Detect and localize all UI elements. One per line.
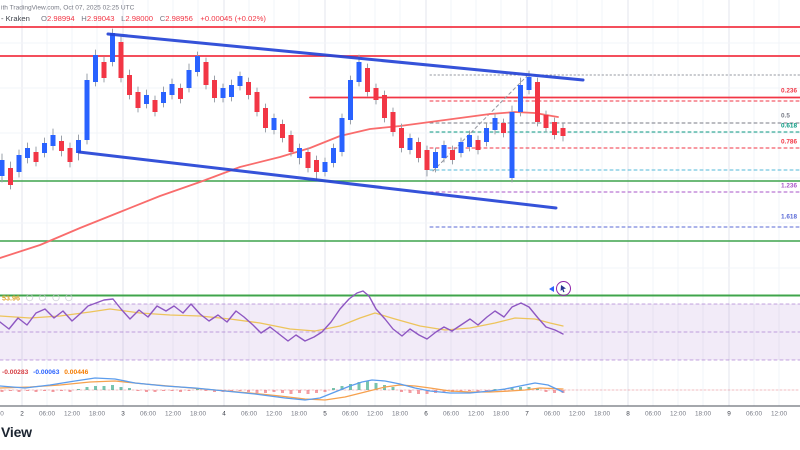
x-axis-label: 18:00: [88, 409, 106, 418]
x-axis-label: 3: [121, 409, 125, 418]
x-axis-label: 2: [20, 409, 24, 418]
change-value: +0.00045 (+0.02%): [200, 14, 266, 23]
x-axis-label: 06:00: [644, 409, 662, 418]
cursor-pointer-icon: [549, 286, 554, 292]
x-axis-label: 7: [525, 409, 529, 418]
x-axis-label: 12:00: [164, 409, 182, 418]
x-axis-label: 5: [323, 409, 327, 418]
indicator-toolbar-icon[interactable]: [52, 294, 60, 302]
indicator-toolbar-icon[interactable]: [65, 294, 73, 302]
x-axis-label: 12:00: [63, 409, 81, 418]
x-axis-label: 12:00: [265, 409, 283, 418]
drawing-cursor-icon[interactable]: [556, 281, 571, 296]
x-axis-label: 6: [424, 409, 428, 418]
x-axis-label: 06:00: [38, 409, 56, 418]
cursor-arrow-glyph: [560, 285, 566, 293]
low-value: 2.98000: [125, 14, 154, 23]
publish-attribution: ith TradingView.com, Oct 07, 2025 02:25 …: [1, 4, 135, 12]
high-label: H: [81, 14, 87, 23]
x-axis-label: 18:00: [189, 409, 207, 418]
low-label: L: [121, 14, 126, 23]
rsi-status-row: 53.96: [2, 294, 73, 302]
x-axis-label: 12:00: [366, 409, 384, 418]
x-axis-label: 18:00: [694, 409, 712, 418]
x-axis-label: 18:00: [593, 409, 611, 418]
x-axis-label: 06:00: [543, 409, 561, 418]
x-axis-label: 18:00: [492, 409, 510, 418]
x-axis-label: 12:00: [669, 409, 687, 418]
fib-level-label: 0.618: [781, 122, 798, 130]
x-axis-label: 4: [222, 409, 226, 418]
macd-signal-value: 0.00446: [64, 368, 89, 376]
x-axis-label: 06:00: [240, 409, 258, 418]
high-value: 2.99043: [86, 14, 115, 23]
tradingview-logo[interactable]: View: [1, 424, 32, 440]
close-value: 2.98956: [165, 14, 193, 23]
x-axis-label: 06:00: [745, 409, 763, 418]
fib-level-label: 0.786: [781, 138, 798, 146]
macd-status-row: -0.00283 -0.00063 0.00446: [2, 368, 88, 375]
symbol-label[interactable]: - Kraken: [1, 14, 30, 23]
indicator-toolbar-icon[interactable]: [39, 294, 47, 302]
symbol-ohlc-row: - Kraken O2.98994 H2.99043 L2.98000 C2.9…: [1, 14, 266, 23]
x-axis-label: 0: [0, 409, 4, 418]
x-axis-label: 18:00: [290, 409, 308, 418]
x-axis-label: 12:00: [770, 409, 788, 418]
close-label: C: [159, 14, 166, 23]
macd-line-value: -0.00063: [33, 368, 60, 376]
x-axis-label: 9: [727, 409, 731, 418]
open-value: 2.98994: [47, 14, 75, 23]
rsi-value: 53.96: [2, 294, 21, 302]
x-axis-label: 8: [626, 409, 630, 418]
indicator-toolbar-icon[interactable]: [25, 294, 34, 302]
x-axis-label: 06:00: [139, 409, 157, 418]
x-axis-label: 12:00: [467, 409, 485, 418]
fib-level-label: 1.236: [781, 182, 798, 190]
x-axis-label: 18:00: [391, 409, 409, 418]
fib-level-label: 0.236: [781, 87, 798, 95]
open-label: O: [41, 14, 48, 23]
macd-hist-value: -0.00283: [2, 368, 29, 376]
fib-level-label: 1.618: [781, 213, 798, 221]
x-axis-label: 12:00: [568, 409, 586, 418]
fib-level-label: 0.5: [781, 112, 790, 120]
x-axis-label: 06:00: [341, 409, 359, 418]
x-axis-label: 06:00: [442, 409, 460, 418]
